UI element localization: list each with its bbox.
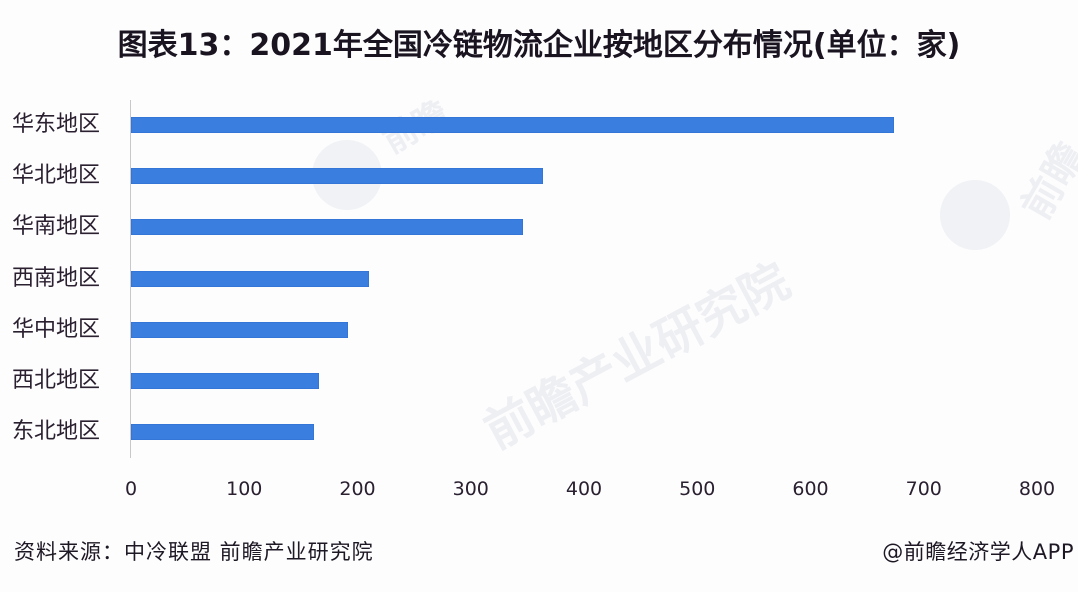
bar: [131, 270, 369, 287]
category-label: 华北地区: [12, 163, 101, 189]
x-tick-label: 600: [792, 478, 829, 500]
y-axis-line: [130, 100, 131, 458]
bar: [131, 117, 895, 133]
x-tick-label: 200: [339, 478, 376, 500]
x-tick-label: 0: [124, 478, 138, 500]
bar: [131, 168, 544, 185]
category-label: 华东地区: [12, 112, 101, 137]
x-tick-label: 500: [679, 478, 716, 500]
chart-title: 图表13：2021年全国冷链物流企业按地区分布情况(单位：家): [117, 28, 961, 63]
category-label: 华南地区: [12, 214, 101, 240]
x-tick-label: 700: [905, 478, 942, 500]
watermark-text: 前瞻产业研究院: [475, 252, 799, 461]
x-tick-label: 800: [1018, 478, 1056, 500]
x-tick-label: 300: [452, 478, 489, 500]
category-label: 东北地区: [12, 419, 101, 445]
bar: [131, 219, 523, 236]
category-label: 西北地区: [12, 368, 101, 393]
x-tick-label: 400: [565, 478, 603, 500]
bar: [131, 321, 349, 338]
category-label: 西南地区: [12, 265, 101, 291]
credit-note: @前瞻经济学人APP: [882, 540, 1074, 564]
bar: [131, 424, 315, 441]
watermark-logo-icon: [940, 180, 1010, 250]
bar: [131, 373, 319, 389]
watermark-text: 前瞻: [1013, 134, 1078, 228]
x-tick-label: 100: [226, 478, 263, 500]
source-note: 资料来源：中冷联盟 前瞻产业研究院: [14, 540, 374, 564]
category-label: 华中地区: [12, 316, 101, 342]
